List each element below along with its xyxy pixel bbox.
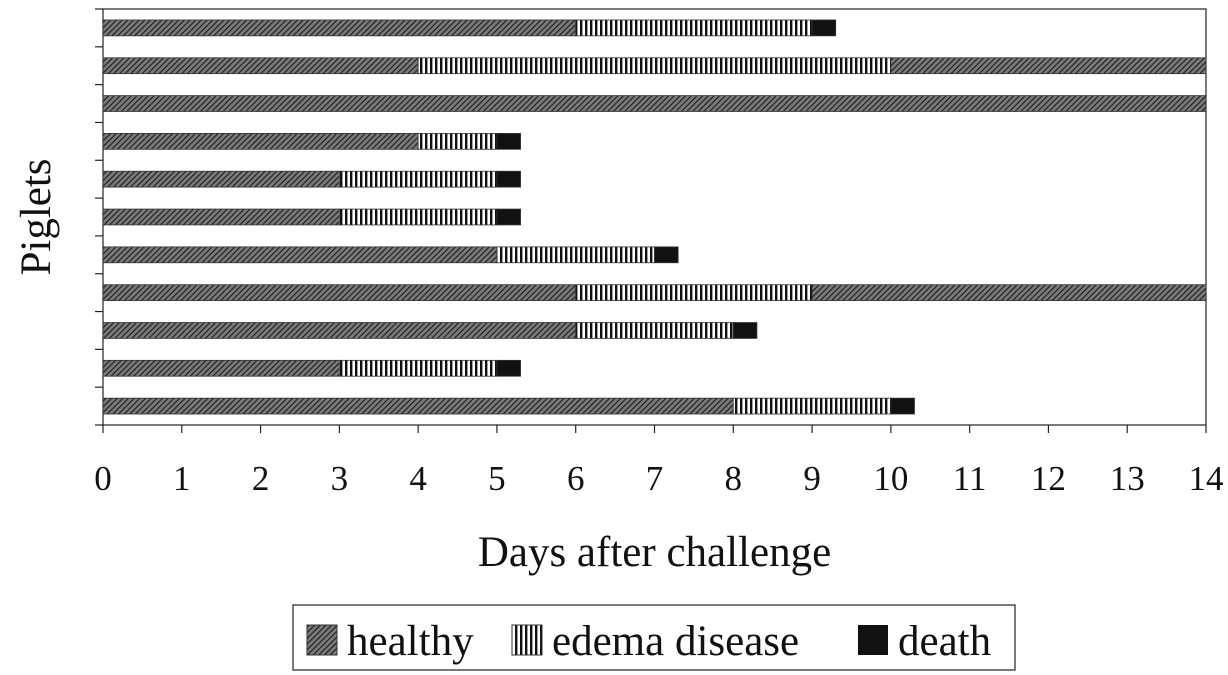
bar-segment-edema-disease (338, 359, 498, 377)
bar-segment-edema-disease (338, 170, 498, 188)
bar-segment-death (654, 246, 679, 264)
bar-segment-death (496, 359, 521, 377)
y-ticks-group (95, 8, 103, 426)
y-axis-label: Piglets (13, 158, 60, 275)
legend-label-healthy: healthy (347, 618, 474, 665)
bar-segment-edema-disease (496, 246, 655, 264)
x-tick-label: 13 (1110, 459, 1145, 498)
bar-segment-edema-disease (417, 133, 498, 150)
x-tick-label: 6 (567, 459, 585, 498)
bar-segment-death (496, 208, 521, 226)
bar-segment-death (496, 170, 521, 188)
bar-segment-healthy (102, 359, 340, 377)
bar-segment-death (811, 19, 837, 37)
x-tick-label: 14 (1189, 459, 1224, 498)
bar-segment-healthy (102, 397, 734, 415)
bar-segment-edema-disease (575, 19, 813, 37)
x-tick-label: 0 (94, 459, 112, 498)
x-tick-label: 4 (409, 459, 427, 498)
bar-segment-edema-disease (575, 322, 734, 339)
bar-segment-healthy (102, 19, 577, 37)
bars-group (102, 19, 1207, 415)
x-ticks-group: 0 1 2 3 4 5 6 7 8 9 10 11 12 13 14 (94, 425, 1224, 498)
bar-segment-death (732, 322, 758, 339)
bar-segment-healthy (102, 208, 340, 226)
bar-segment-edema-disease (732, 397, 892, 415)
legend-swatch-edema (511, 624, 543, 656)
x-tick-label: 1 (173, 459, 191, 498)
bar-segment-healthy (102, 133, 419, 150)
legend-swatch-healthy (306, 624, 338, 656)
legend-label-death: death (898, 618, 991, 665)
x-tick-label: 8 (725, 459, 743, 498)
legend: healthy edema disease death (292, 604, 1016, 671)
x-tick-label: 12 (1031, 459, 1066, 498)
bar-segment-healthy-after-recovery (890, 57, 1207, 75)
bar-segment-edema-disease (417, 57, 892, 75)
bar-segment-healthy-after-recovery (811, 284, 1207, 301)
bar-segment-death (890, 397, 915, 415)
legend-label-edema: edema disease (552, 618, 799, 665)
bar-segment-healthy (102, 57, 419, 75)
x-tick-label: 5 (488, 459, 506, 498)
x-tick-label: 7 (646, 459, 664, 498)
x-tick-label: 3 (331, 459, 349, 498)
x-tick-label: 2 (252, 459, 270, 498)
x-tick-label: 9 (803, 459, 821, 498)
x-tick-label: 11 (953, 459, 987, 498)
bar-segment-edema-disease (338, 208, 498, 226)
bar-segment-edema-disease (575, 284, 813, 301)
bar-segment-healthy (102, 284, 577, 301)
bar-segment-healthy (102, 322, 577, 339)
x-tick-label: 10 (873, 459, 908, 498)
bar-segment-death (496, 133, 521, 150)
legend-swatch-death (858, 625, 888, 655)
x-axis-label: Days after challenge (478, 529, 831, 576)
bar-segment-healthy (102, 170, 340, 188)
legend-box (292, 604, 1016, 671)
bar-segment-healthy (102, 246, 498, 264)
bar-segment-healthy (102, 95, 1207, 112)
